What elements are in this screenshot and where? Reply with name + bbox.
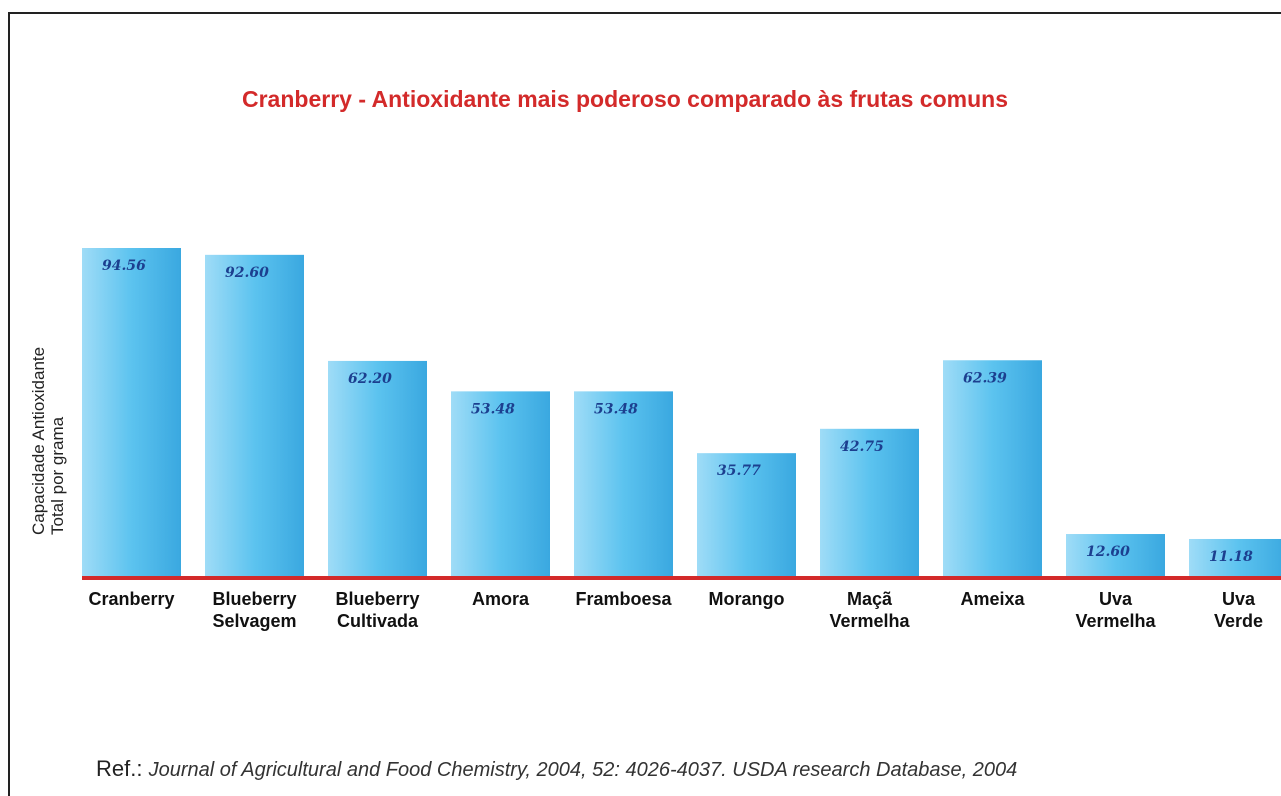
x-tick-label: Blueberry Cultivada [335, 589, 420, 631]
x-tick-label: Amora [472, 589, 530, 609]
x-tick-label: Framboesa [575, 589, 672, 609]
value-label: 11.18 [1209, 549, 1253, 565]
bar [820, 428, 919, 578]
value-label: 35.77 [717, 463, 761, 479]
value-label: 53.48 [471, 401, 515, 417]
value-label: 12.60 [1086, 544, 1130, 560]
bar [82, 248, 181, 578]
x-tick-label: Ameixa [960, 589, 1025, 609]
bar [451, 391, 550, 578]
bar [943, 360, 1042, 578]
reference-text: Journal of Agricultural and Food Chemist… [148, 759, 1018, 781]
value-label: 62.20 [348, 371, 392, 387]
x-tick-label: Maçã Vermelha [829, 589, 910, 631]
x-tick-label: Morango [708, 589, 785, 609]
bar [1189, 538, 1281, 578]
value-label: 94.56 [102, 258, 146, 274]
value-label: 92.60 [225, 265, 269, 281]
bar [328, 360, 427, 578]
x-tick-label: Cranberry [88, 589, 175, 609]
value-label: 62.39 [963, 370, 1007, 386]
bar [205, 254, 304, 579]
y-axis-label: Capacidade Antioxidante Total por grama [29, 346, 67, 535]
bar [697, 453, 796, 578]
x-tick-label: Uva Verde [1214, 589, 1264, 631]
value-label: 53.48 [594, 401, 638, 417]
reference-prefix: Ref.: [96, 756, 143, 781]
bar [1066, 534, 1165, 578]
bar [574, 391, 673, 578]
x-tick-label: Uva Vermelha [1075, 589, 1156, 631]
x-tick-label: Blueberry Selvagem [212, 589, 297, 631]
frame [8, 12, 1281, 796]
reference: Ref.: Journal of Agricultural and Food C… [96, 756, 1017, 782]
chart-title: Cranberry - Antioxidante mais poderoso c… [242, 86, 1008, 112]
value-label: 42.75 [840, 439, 884, 455]
